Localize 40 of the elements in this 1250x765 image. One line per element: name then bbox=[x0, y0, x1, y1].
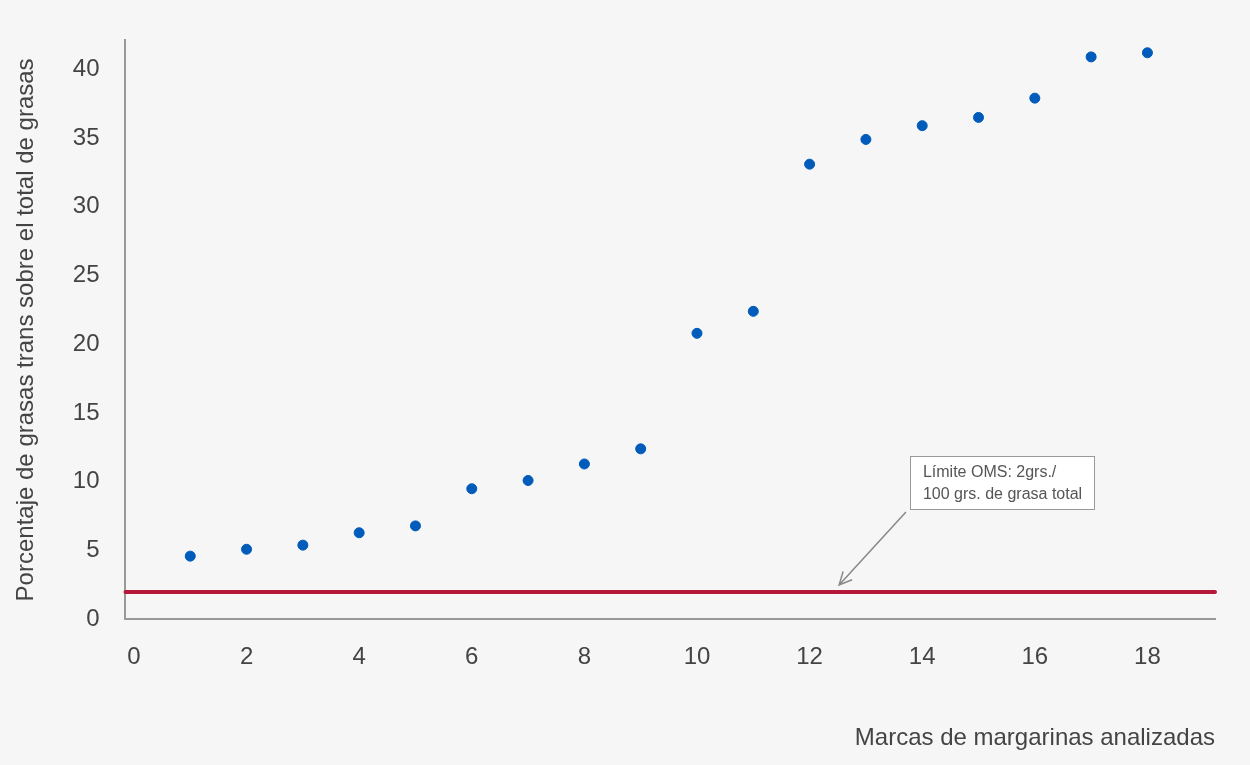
y-axis-title: Porcentaje de grasas trans sobre el total de grasas bbox=[11, 58, 39, 602]
y-tick-label: 30 bbox=[72, 191, 100, 219]
y-tick-label: 0 bbox=[86, 604, 100, 632]
point bbox=[691, 327, 703, 339]
y-tick-label: 15 bbox=[72, 397, 100, 425]
point bbox=[1085, 51, 1097, 63]
y-tick-label: 35 bbox=[72, 122, 100, 150]
x-tick-label: 0 bbox=[127, 642, 141, 670]
x-tick-label: 4 bbox=[352, 642, 366, 670]
ref-line-label: Límite OMS: 2grs./ 100 grs. de grasa total bbox=[909, 455, 1096, 510]
x-tick-label: 16 bbox=[1021, 642, 1049, 670]
point bbox=[1029, 92, 1041, 104]
point bbox=[297, 539, 309, 551]
point bbox=[635, 443, 647, 455]
point bbox=[1141, 47, 1153, 59]
x-tick-label: 10 bbox=[683, 642, 711, 670]
point bbox=[184, 550, 196, 562]
x-tick-label: 8 bbox=[577, 642, 592, 670]
point bbox=[353, 527, 365, 539]
point bbox=[747, 305, 759, 317]
point bbox=[522, 475, 534, 486]
point bbox=[409, 520, 421, 532]
point bbox=[241, 543, 253, 555]
y-tick-label: 10 bbox=[72, 466, 100, 494]
point bbox=[578, 458, 590, 470]
point bbox=[860, 133, 872, 145]
y-tick-label: 5 bbox=[86, 535, 100, 563]
x-tick-label: 6 bbox=[465, 642, 479, 670]
x-tick-label: 2 bbox=[239, 642, 254, 670]
x-axis-title: Marcas de margarinas analizadas bbox=[854, 723, 1215, 751]
point bbox=[973, 111, 985, 123]
y-tick-label: 20 bbox=[72, 328, 100, 356]
x-tick-label: 18 bbox=[1134, 642, 1161, 670]
y-tick-label: 25 bbox=[72, 260, 100, 288]
x-tick-label: 12 bbox=[796, 642, 823, 670]
point bbox=[466, 483, 478, 495]
y-tick-label: 40 bbox=[72, 53, 100, 81]
point bbox=[804, 158, 816, 170]
x-tick-label: 14 bbox=[908, 642, 936, 670]
point bbox=[916, 120, 928, 132]
